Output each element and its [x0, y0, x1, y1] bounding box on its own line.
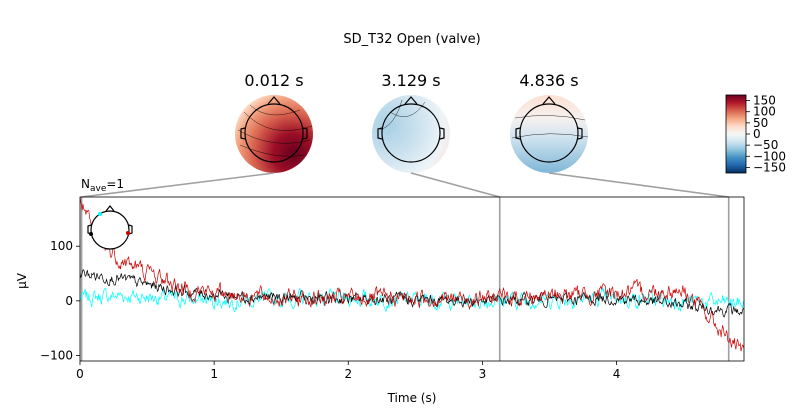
- x-axis-ticks: 0 1 2 3 4: [76, 361, 620, 381]
- x-tick-label: 3: [479, 367, 487, 381]
- topomap-2: 3.129 s: [372, 71, 450, 173]
- topomap-title: 4.836 s: [519, 71, 578, 90]
- sensor-dot: [98, 212, 102, 216]
- y-tick-label: 0: [65, 294, 73, 308]
- axes-frame: [79, 196, 745, 362]
- sensor-inset: [87, 205, 133, 250]
- connector-line: [410, 172, 500, 198]
- colorbar-tick-label: −50: [753, 138, 778, 152]
- x-tick-label: 4: [613, 367, 621, 381]
- x-tick-label: 2: [344, 367, 352, 381]
- series-line-2: [80, 197, 744, 352]
- topomap-connectors: [81, 172, 729, 198]
- x-tick-label: 0: [76, 367, 84, 381]
- colorbar-gradient: [725, 94, 747, 174]
- nave-label: Nave=1: [81, 177, 124, 194]
- sensor-dot: [126, 231, 130, 235]
- colorbar-tick-label: 150: [753, 94, 776, 108]
- topomap-1: 0.012 s: [235, 71, 313, 173]
- y-tick-label: −100: [40, 349, 73, 363]
- series-line-1: [80, 269, 744, 318]
- x-tick-label: 1: [210, 367, 218, 381]
- topomap-title: 3.129 s: [381, 71, 440, 90]
- connector-line: [548, 172, 729, 198]
- y-axis-label: µV: [15, 272, 29, 289]
- time-markers: [80, 197, 730, 361]
- colorbar-tick-label: 100: [753, 105, 776, 119]
- colorbar-tick-label: 0: [753, 127, 761, 141]
- y-axis-ticks: −100 0 100: [40, 239, 80, 363]
- topomap-title: 0.012 s: [244, 71, 303, 90]
- colorbar-tick-label: −100: [753, 149, 786, 163]
- connector-line: [81, 172, 275, 198]
- figure-suptitle: SD_T32 Open (valve): [343, 32, 480, 47]
- topomap-3: 4.836 s: [510, 71, 589, 173]
- colorbar-tick-label: 50: [753, 116, 768, 130]
- sensor-dot: [89, 232, 93, 236]
- y-tick-label: 100: [50, 239, 73, 253]
- series-lines: [80, 197, 744, 352]
- colorbar-tick-label: −150: [753, 160, 786, 174]
- x-axis-label: Time (s): [387, 391, 437, 405]
